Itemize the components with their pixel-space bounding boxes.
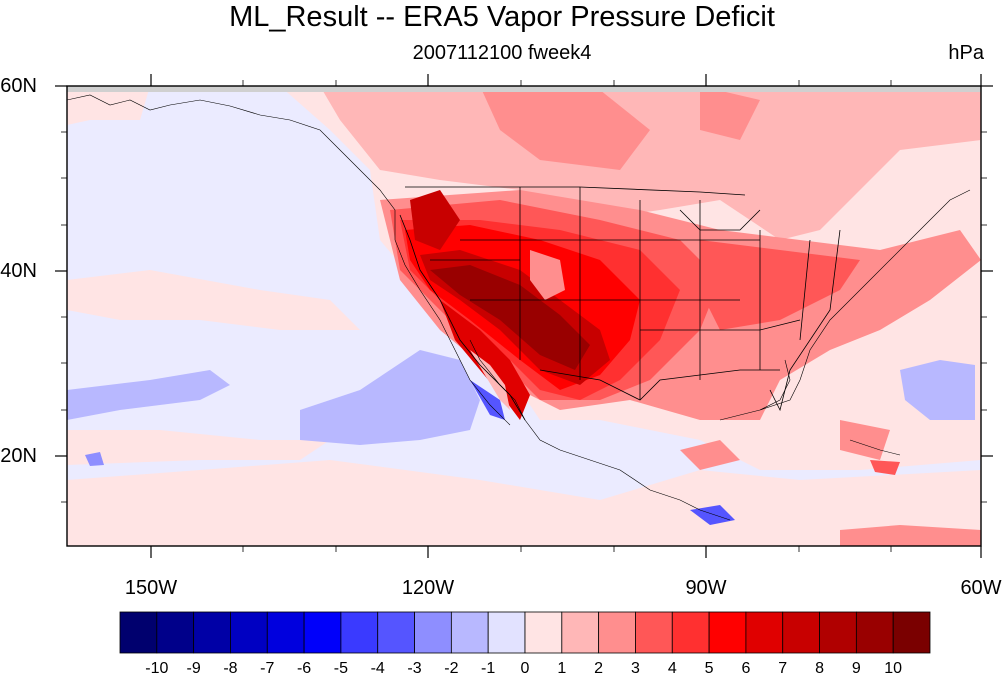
colorbar-box	[598, 611, 636, 654]
missing-strip	[67, 86, 981, 92]
colorbar-tick-label: -10	[145, 660, 169, 677]
lat-label-40n: 40N	[0, 260, 37, 282]
lon-label-150w: 150W	[124, 577, 178, 599]
colorbar-tick-label: -4	[370, 660, 385, 677]
colorbar-tick-label: -8	[223, 660, 238, 677]
colorbar-tick-label: -1	[481, 660, 496, 677]
colorbar-box	[671, 611, 710, 654]
field-positive	[320, 86, 981, 546]
colorbar-box	[819, 611, 857, 654]
colorbar-box	[303, 611, 342, 654]
colorbar-box	[892, 611, 931, 654]
colorbar-tick-label: 10	[884, 660, 903, 677]
colorbar-box	[414, 611, 452, 654]
colorbar-box	[340, 611, 379, 654]
colorbar-box	[561, 611, 600, 654]
colorbar-box	[119, 611, 158, 654]
colorbar-tick-label: -2	[444, 660, 459, 677]
colorbar-box	[193, 611, 231, 654]
colorbar-tick-label: -6	[296, 660, 312, 677]
map-title: ML_Result -- ERA5 Vapor Pressure Deficit	[229, 1, 775, 33]
lon-label-120w: 120W	[401, 577, 455, 599]
colorbar-tick-label: 3	[631, 660, 640, 677]
colorbar-tick-label: 6	[741, 660, 751, 677]
colorbar-box	[266, 611, 305, 654]
colorbar-tick-label: 4	[667, 660, 677, 677]
colorbar-box	[855, 611, 894, 654]
map-frame	[66, 85, 982, 547]
coastlines	[66, 94, 971, 521]
colorbar-box	[708, 611, 747, 654]
colorbar-tick-label: 1	[557, 660, 567, 677]
colorbar-tick-label: 5	[704, 660, 714, 677]
colorbar-tick-label: -3	[407, 660, 422, 677]
colorbar-box	[450, 611, 489, 654]
colorbar-tick-label: 9	[851, 660, 861, 677]
colorbar-tick-label: -7	[260, 660, 275, 677]
colorbar-box	[745, 611, 784, 654]
colorbar-tick-label: 7	[778, 660, 788, 677]
colorbar-box	[487, 611, 526, 654]
minor-ticks	[61, 80, 987, 552]
map-subtitle-date: 2007112100 fweek4	[412, 42, 592, 64]
colorbar-box	[782, 611, 820, 654]
colorbar-box	[156, 611, 195, 654]
colorbar-tick-label: 2	[594, 660, 604, 677]
colorbar	[119, 611, 931, 654]
colorbar-box	[377, 611, 415, 654]
colorbar-tick-label: 0	[520, 660, 530, 677]
colorbar-tick-label: 8	[815, 660, 824, 677]
field-blue	[67, 350, 975, 525]
axis-ticks	[55, 74, 993, 558]
lat-label-20n: 20N	[0, 445, 37, 467]
colorbar-tick-label: -9	[186, 660, 201, 677]
lon-label-90w: 90W	[685, 577, 727, 599]
map-units: hPa	[948, 42, 984, 64]
colorbar-box	[230, 611, 268, 654]
colorbar-tick-label: -5	[333, 660, 349, 677]
lon-label-60w: 60W	[960, 577, 1002, 599]
colorbar-box	[524, 611, 563, 654]
colorbar-box	[635, 611, 673, 654]
lat-label-60n: 60N	[0, 75, 37, 97]
